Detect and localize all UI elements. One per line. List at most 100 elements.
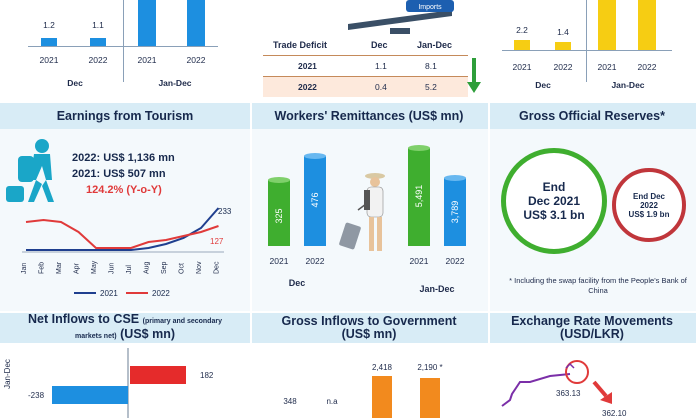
bar-jandec-2022 <box>187 0 205 46</box>
group-label-dec: Dec <box>289 278 306 288</box>
gov-bar-chart: 348 n.a 2,418 2,190 * <box>283 363 443 418</box>
table-header-trade: Trade Deficit <box>273 40 328 50</box>
month-tick-label: Dec <box>214 261 221 274</box>
line-end-label: 127 <box>210 237 224 246</box>
year-label: 2022 <box>553 62 573 72</box>
bar-gov-2022 <box>420 378 440 418</box>
bar-remit-dec-2022 <box>304 156 326 246</box>
group-label-jandec: Jan-Dec <box>158 78 192 88</box>
bar-value: 348 <box>283 397 297 406</box>
reserves-2021-line1: End <box>542 180 566 194</box>
month-tick-label: Apr <box>74 262 81 274</box>
row-dec: 0.4 <box>375 82 387 92</box>
bar-value-label: 1.4 <box>557 27 569 37</box>
month-tick-label: Jan <box>21 263 28 274</box>
fx-highlight-circle <box>565 360 589 384</box>
year-label: 2021 <box>137 55 157 65</box>
trade-deficit-table: Trade Deficit Dec Jan-Dec 2021 1.1 8.1 2… <box>263 36 468 100</box>
reserves-2021-line2: Dec 2021 <box>527 194 581 208</box>
bar-value: 2,190 * <box>417 363 442 372</box>
reserves-2022-line1: End Dec <box>632 191 665 201</box>
reserves-title: Gross Official Reserves* <box>488 103 696 129</box>
bar-jandec-2022 <box>638 0 656 50</box>
bar-value-label: 1.1 <box>92 20 104 30</box>
reserves-2022-line3: US$ 1.9 bn <box>628 209 670 219</box>
tourism-stat-2022: 2022: US$ 1,136 mn <box>72 152 175 164</box>
row-year: 2021 <box>298 61 317 71</box>
row-dec: 1.1 <box>375 61 387 71</box>
month-tick-label: May <box>91 260 98 274</box>
bar-value-label: 2.2 <box>516 25 528 35</box>
table-row: 2022 0.4 5.2 <box>263 77 468 97</box>
bar-value: n.a <box>326 397 338 406</box>
year-label: 2022 <box>88 55 108 65</box>
table-header-jandec: Jan-Dec <box>417 40 453 50</box>
group-label-dec: Dec <box>67 78 83 88</box>
bar-value: 476 <box>310 192 320 207</box>
bar-value: 325 <box>274 208 284 223</box>
cse-title-small2: markets net) <box>75 333 117 340</box>
tourist-figure-icon <box>6 139 54 202</box>
bar-remit-dec-2021 <box>268 180 290 246</box>
gov-title: Gross Inflows to Government (US$ mn) <box>250 313 488 343</box>
cse-title-unit: (US$ mn) <box>120 327 175 341</box>
tourism-line-chart: 233 127 Jan Feb Mar Apr May Jun Jul Aug Sep Oct No… <box>21 207 232 298</box>
bar-jandec-2021 <box>598 0 616 50</box>
gov-title-line2: (US$ mn) <box>341 327 397 341</box>
month-tick-label: Nov <box>196 261 203 274</box>
bar-dec-2021 <box>514 40 530 50</box>
panel-divider <box>250 103 252 311</box>
group-label-jandec: Jan-Dec <box>611 80 645 90</box>
group-divider <box>586 0 587 82</box>
month-tick-label: Jun <box>109 263 116 274</box>
panel-divider <box>488 313 490 418</box>
top-left-panel: 1.2 1.1 2021 2022 2021 2022 Dec Jan-Dec <box>0 0 250 100</box>
line-2021 <box>26 207 220 251</box>
bar-cse-negative <box>52 386 128 404</box>
down-arrow-icon <box>467 58 481 93</box>
bar-dec-2022 <box>555 42 571 50</box>
cse-title: Net Inflows to CSE (primary and secondar… <box>0 313 250 343</box>
fx-down-arrow-icon <box>592 380 608 398</box>
fx-title-line1: Exchange Rate Movements <box>511 314 673 328</box>
year-label: 2021 <box>597 62 617 72</box>
table-header-dec: Dec <box>371 40 388 50</box>
reserves-circle-2022: End Dec 2022 US$ 1.9 bn <box>612 168 686 242</box>
table-row: 2021 1.1 8.1 <box>263 56 468 76</box>
panel-divider <box>250 313 252 418</box>
year-label: 2022 <box>446 256 465 266</box>
bar-gov-2021 <box>372 376 392 418</box>
reserves-footnote: * Including the swap facility from the P… <box>509 276 687 295</box>
bar-value: 2,418 <box>372 363 393 372</box>
year-label: 2021 <box>39 55 59 65</box>
legend-label-2022: 2022 <box>152 289 170 298</box>
remittances-title: Workers' Remittances (US$ mn) <box>250 103 488 129</box>
row-jandec: 5.2 <box>425 82 437 92</box>
legend-label-2021: 2021 <box>100 289 118 298</box>
bar-value: 182 <box>200 371 214 380</box>
bar-value: 3,789 <box>450 201 460 224</box>
panel-divider <box>488 103 490 311</box>
bar-dec-2022 <box>90 38 106 46</box>
fx-chart: 363.13 362.10 <box>501 360 627 418</box>
year-label: 2021 <box>410 256 429 266</box>
bar-dec-2021 <box>41 38 57 46</box>
year-label: 2021 <box>270 256 289 266</box>
month-tick-label: Oct <box>179 263 186 274</box>
year-label: 2021 <box>512 62 532 72</box>
bar-remit-jandec-2022 <box>444 178 466 246</box>
cse-side-label: Jan-Dec <box>3 359 12 389</box>
cse-title-main: Net Inflows to CSE <box>28 312 140 326</box>
fx-value-a: 363.13 <box>556 389 581 398</box>
month-tick-label: Feb <box>39 262 46 274</box>
trade-scale-graphic: Imports <box>348 0 454 34</box>
year-label: 2022 <box>306 256 325 266</box>
reserves-circle-2021: End Dec 2021 US$ 3.1 bn <box>501 148 607 254</box>
year-label: 2022 <box>186 55 206 65</box>
line-2022 <box>25 218 219 249</box>
month-tick-label: Sep <box>161 261 168 274</box>
baseline <box>502 50 672 51</box>
gov-title-line1: Gross Inflows to Government <box>281 314 457 328</box>
line-end-label: 233 <box>218 207 232 216</box>
top-right-panel: 2.2 1.4 2021 2022 2021 2022 Dec Jan-Dec <box>490 0 696 100</box>
